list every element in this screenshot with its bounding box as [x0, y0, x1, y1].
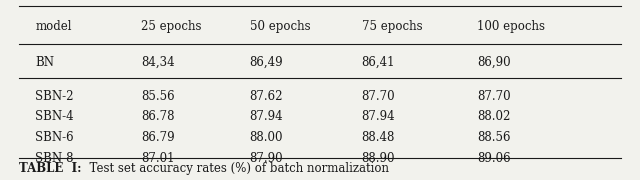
Text: BN: BN [35, 56, 54, 69]
Text: Test set accuracy rates (%) of batch normalization: Test set accuracy rates (%) of batch nor… [82, 162, 388, 175]
Text: 75 epochs: 75 epochs [362, 20, 422, 33]
Text: 87.94: 87.94 [250, 111, 284, 123]
Text: 87.90: 87.90 [250, 152, 284, 165]
Text: 25 epochs: 25 epochs [141, 20, 202, 33]
Text: 88.48: 88.48 [362, 131, 395, 144]
Text: 85.56: 85.56 [141, 90, 175, 103]
Text: SBN-4: SBN-4 [35, 111, 74, 123]
Text: model: model [35, 20, 72, 33]
Text: 88.56: 88.56 [477, 131, 510, 144]
Text: 87.94: 87.94 [362, 111, 396, 123]
Text: 88.90: 88.90 [362, 152, 395, 165]
Text: TABLE  I:: TABLE I: [19, 162, 82, 175]
Text: 50 epochs: 50 epochs [250, 20, 310, 33]
Text: 87.70: 87.70 [477, 90, 511, 103]
Text: 87.62: 87.62 [250, 90, 283, 103]
Text: 86,41: 86,41 [362, 56, 395, 69]
Text: 88.00: 88.00 [250, 131, 283, 144]
Text: 87.01: 87.01 [141, 152, 174, 165]
Text: 100 epochs: 100 epochs [477, 20, 545, 33]
Text: 88.02: 88.02 [477, 111, 510, 123]
Text: 84,34: 84,34 [141, 56, 175, 69]
Text: 87.70: 87.70 [362, 90, 396, 103]
Text: 86,49: 86,49 [250, 56, 284, 69]
Text: 86,90: 86,90 [477, 56, 511, 69]
Text: SBN-6: SBN-6 [35, 131, 74, 144]
Text: 86.78: 86.78 [141, 111, 174, 123]
Text: SBN-2: SBN-2 [35, 90, 74, 103]
Text: 86.79: 86.79 [141, 131, 175, 144]
Text: SBN-8: SBN-8 [35, 152, 74, 165]
Text: 89.06: 89.06 [477, 152, 511, 165]
